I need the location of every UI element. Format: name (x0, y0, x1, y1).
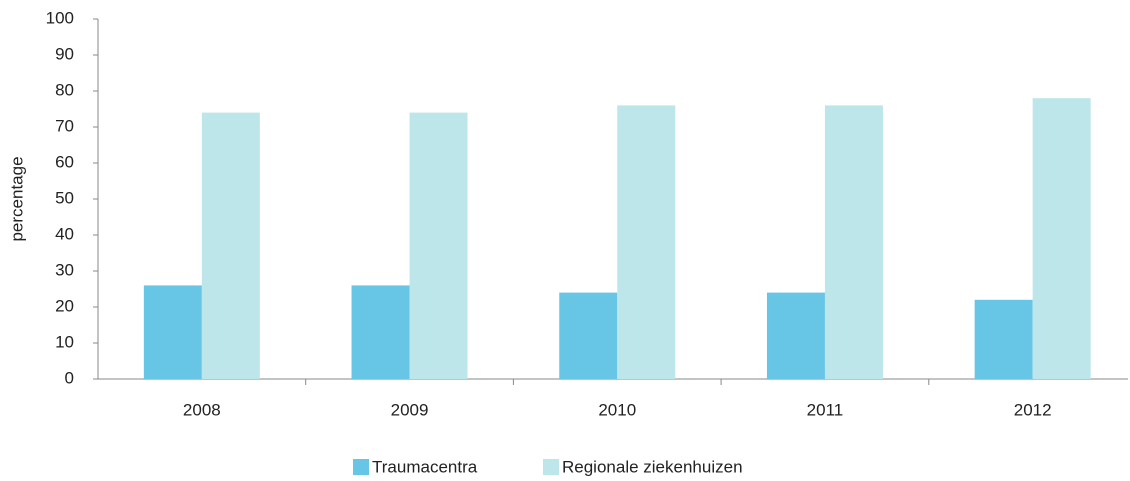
y-tick-label: 70 (55, 116, 74, 135)
y-tick-label: 30 (55, 260, 74, 279)
bar (766, 292, 825, 379)
y-tick-label: 50 (55, 188, 74, 207)
y-tick-label: 80 (55, 80, 74, 99)
legend-label: Regionale ziekenhuizen (562, 457, 743, 476)
y-tick-label: 0 (65, 368, 74, 387)
bar (201, 112, 260, 379)
legend-label: Traumacentra (372, 457, 478, 476)
x-tick-label: 2009 (391, 400, 429, 419)
bar (409, 112, 468, 379)
y-tick-label: 100 (46, 8, 74, 27)
x-tick-label: 2010 (598, 400, 636, 419)
y-tick-label: 40 (55, 224, 74, 243)
bar (559, 292, 618, 379)
y-tick-label: 10 (55, 332, 74, 351)
y-axis-label: percentage (7, 156, 26, 241)
y-tick-label: 90 (55, 44, 74, 63)
x-tick-label: 2012 (1014, 400, 1052, 419)
bar (1032, 98, 1091, 379)
bar (974, 299, 1033, 379)
bar (351, 285, 410, 379)
bar (824, 105, 883, 380)
x-tick-label: 2011 (807, 400, 844, 419)
legend-swatch (543, 459, 559, 475)
legend-swatch (353, 459, 369, 475)
bar (143, 285, 202, 379)
bar (617, 105, 676, 380)
y-tick-label: 60 (55, 152, 74, 171)
x-tick-label: 2008 (183, 400, 221, 419)
y-tick-label: 20 (55, 296, 74, 315)
